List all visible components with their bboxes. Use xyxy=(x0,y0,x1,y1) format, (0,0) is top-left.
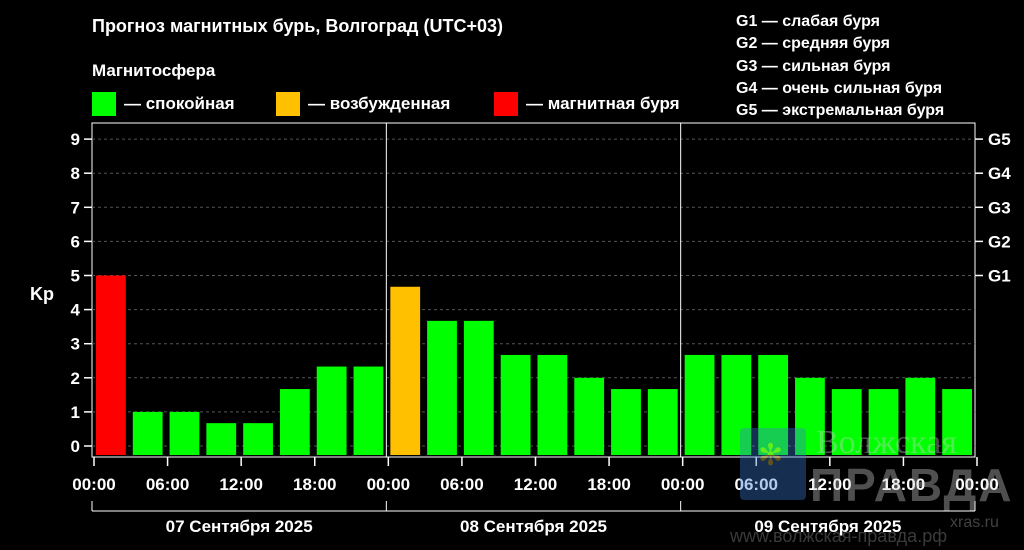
y-tick-label: 3 xyxy=(71,335,80,354)
storm-level-g1: G1 — слабая буря xyxy=(736,13,881,30)
kp-bar xyxy=(243,423,273,455)
y-tick-label: 4 xyxy=(71,301,81,320)
legend-quiet-swatch xyxy=(92,92,116,116)
kp-bar xyxy=(758,354,789,455)
storm-level-g5: G5 — экстремальная буря xyxy=(736,102,945,120)
x-tick-label: 00:00 xyxy=(72,475,115,494)
x-tick-label: 00:00 xyxy=(661,475,704,494)
legend-active-swatch xyxy=(276,92,300,116)
kp-bar xyxy=(390,286,421,455)
day-label: 08 Сентября 2025 xyxy=(460,517,607,536)
x-tick-label: 12:00 xyxy=(219,475,262,494)
storm-level-g2: G2 — средняя буря xyxy=(736,35,890,53)
right-tick-label: G5 xyxy=(988,130,1011,149)
day-label: 07 Сентября 2025 xyxy=(166,517,313,536)
y-tick-label: 5 xyxy=(71,267,80,286)
kp-bar xyxy=(647,389,678,455)
plot-frame xyxy=(91,122,976,458)
y-axis-label: Kp xyxy=(30,284,54,304)
kp-bar xyxy=(96,275,126,455)
y-tick-label: 2 xyxy=(71,369,80,388)
kp-bar xyxy=(942,389,972,455)
right-tick-label: G2 xyxy=(988,232,1011,251)
y-tick-label: 9 xyxy=(71,130,80,149)
kp-bar xyxy=(427,320,457,455)
kp-bar xyxy=(684,354,715,455)
chart-title: Прогноз магнитных бурь, Волгоград (UTC+0… xyxy=(92,16,503,36)
kp-bar xyxy=(831,389,862,455)
x-tick-label: 06:00 xyxy=(735,475,778,494)
kp-bar xyxy=(316,366,347,455)
kp-bar xyxy=(279,389,310,455)
kp-bar xyxy=(500,354,531,455)
storm-level-g4: G4 — очень сильная буря xyxy=(736,79,943,97)
y-tick-label: 1 xyxy=(71,403,80,422)
day-label: 09 Сентября 2025 xyxy=(754,517,901,536)
legend-quiet: — спокойная xyxy=(92,92,235,116)
legend-quiet-label: — спокойная xyxy=(124,94,235,113)
y-tick-label: 8 xyxy=(71,164,80,183)
x-tick-label: 00:00 xyxy=(955,475,998,494)
right-tick-label: G4 xyxy=(988,164,1011,183)
x-tick-label: 06:00 xyxy=(146,475,189,494)
x-tick-label: 18:00 xyxy=(587,475,630,494)
legend-active: — возбужденная xyxy=(276,92,450,116)
kp-bar xyxy=(795,377,825,455)
x-tick-label: 12:00 xyxy=(514,475,557,494)
legend-storm-swatch xyxy=(494,92,518,116)
legend-storm-label: — магнитная буря xyxy=(526,94,680,113)
x-tick-label: 00:00 xyxy=(367,475,410,494)
kp-bar xyxy=(721,354,752,455)
kp-bar xyxy=(206,423,237,455)
x-tick-label: 12:00 xyxy=(808,475,851,494)
kp-bar xyxy=(169,411,200,455)
y-tick-label: 7 xyxy=(71,198,80,217)
magnetosphere-label: Магнитосфера xyxy=(92,61,216,80)
x-tick-label: 18:00 xyxy=(882,475,925,494)
storm-level-g3: G3 — сильная буря xyxy=(736,57,891,75)
kp-bar xyxy=(868,389,899,455)
kp-bar xyxy=(353,366,384,455)
kp-bar xyxy=(905,377,936,455)
y-tick-label: 0 xyxy=(71,437,80,456)
kp-bar xyxy=(463,320,494,455)
legend-storm: — магнитная буря xyxy=(494,92,680,116)
right-tick-label: G3 xyxy=(988,198,1011,217)
y-tick-label: 6 xyxy=(71,232,80,251)
kp-bar xyxy=(537,354,568,455)
x-tick-label: 06:00 xyxy=(440,475,483,494)
kp-bar xyxy=(611,389,641,455)
kp-bar xyxy=(132,411,163,455)
kp-bar xyxy=(574,377,605,455)
x-tick-label: 18:00 xyxy=(293,475,336,494)
right-tick-label: G1 xyxy=(988,267,1011,286)
legend-active-label: — возбужденная xyxy=(308,94,451,113)
storm-levels-legend: G1 — слабая буря G2 — средняя буря G3 — … xyxy=(736,11,944,122)
